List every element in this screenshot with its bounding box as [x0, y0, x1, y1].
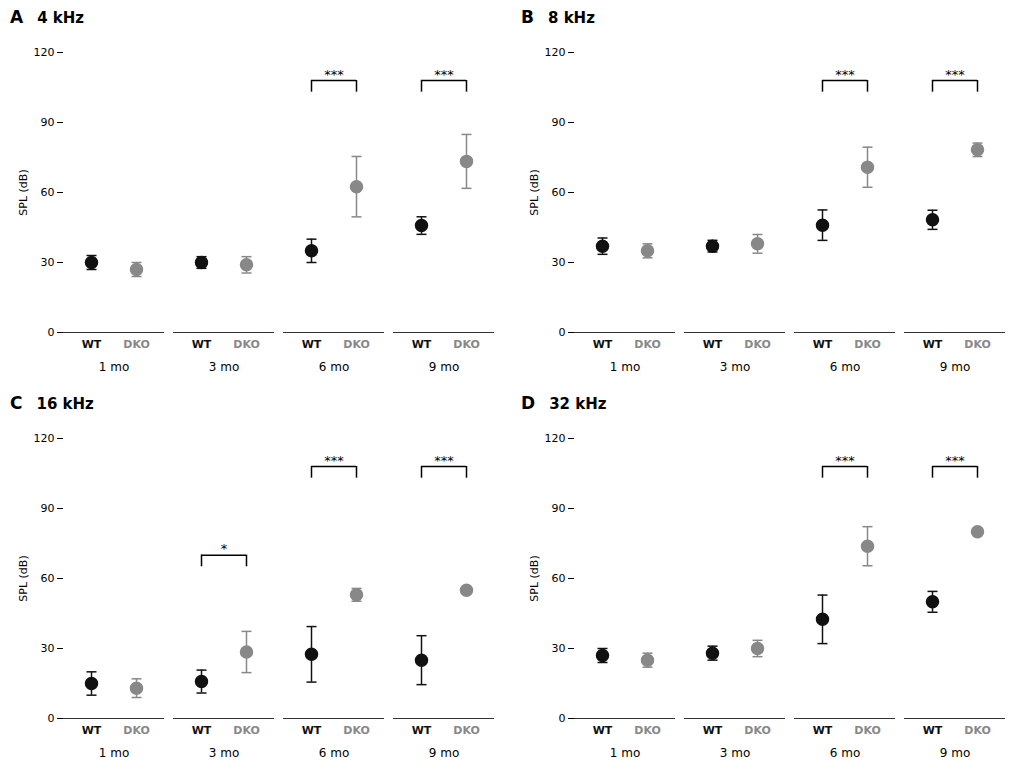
html-text:8 kHz: 8 kHz [548, 9, 595, 27]
svg-text:60: 60 [41, 572, 55, 585]
svg-text:9 mo: 9 mo [940, 746, 970, 760]
svg-text:WT: WT [302, 724, 322, 737]
svg-text:0: 0 [48, 712, 55, 725]
svg-text:WT: WT [593, 724, 613, 737]
svg-text:0: 0 [559, 326, 566, 339]
svg-text:0: 0 [559, 712, 566, 725]
svg-text:DKO: DKO [634, 338, 661, 351]
svg-text:30: 30 [41, 256, 55, 269]
svg-text:9 mo: 9 mo [429, 360, 459, 374]
svg-text:120: 120 [34, 432, 55, 445]
svg-text:WT: WT [82, 724, 102, 737]
svg-text:120: 120 [545, 46, 566, 59]
svg-text:0: 0 [48, 326, 55, 339]
svg-text:3 mo: 3 mo [720, 360, 750, 374]
svg-text:SPL (dB): SPL (dB) [528, 169, 541, 215]
html-text:C: C [10, 393, 23, 413]
svg-text:DKO: DKO [453, 724, 480, 737]
svg-text:60: 60 [552, 572, 566, 585]
svg-text:1 mo: 1 mo [99, 746, 129, 760]
svg-text:DKO: DKO [964, 338, 991, 351]
svg-text:WT: WT [923, 338, 943, 351]
svg-text:WT: WT [703, 724, 723, 737]
svg-text:***: *** [324, 453, 344, 468]
svg-text:90: 90 [41, 502, 55, 515]
svg-text:DKO: DKO [453, 338, 480, 351]
svg-text:90: 90 [41, 116, 55, 129]
svg-text:SPL (dB): SPL (dB) [17, 555, 30, 601]
svg-text:120: 120 [545, 432, 566, 445]
svg-text:9 mo: 9 mo [429, 746, 459, 760]
svg-text:WT: WT [412, 724, 432, 737]
svg-text:DKO: DKO [123, 338, 150, 351]
svg-text:***: *** [945, 453, 965, 468]
html-text:D: D [521, 393, 536, 413]
svg-text:WT: WT [593, 338, 613, 351]
svg-text:WT: WT [813, 338, 833, 351]
svg-text:WT: WT [923, 724, 943, 737]
svg-text:30: 30 [41, 642, 55, 655]
svg-text:60: 60 [552, 186, 566, 199]
svg-text:30: 30 [552, 256, 566, 269]
svg-text:WT: WT [82, 338, 102, 351]
svg-text:DKO: DKO [343, 724, 370, 737]
svg-text:6 mo: 6 mo [830, 746, 860, 760]
svg-text:3 mo: 3 mo [209, 746, 239, 760]
svg-text:30: 30 [552, 642, 566, 655]
svg-text:WT: WT [192, 724, 212, 737]
svg-text:WT: WT [813, 724, 833, 737]
svg-text:***: *** [945, 67, 965, 82]
svg-text:SPL (dB): SPL (dB) [17, 169, 30, 215]
svg-text:90: 90 [552, 502, 566, 515]
svg-text:SPL (dB): SPL (dB) [528, 555, 541, 601]
svg-text:1 mo: 1 mo [610, 746, 640, 760]
svg-text:DKO: DKO [854, 338, 881, 351]
svg-text:WT: WT [192, 338, 212, 351]
svg-text:3 mo: 3 mo [720, 746, 750, 760]
svg-text:WT: WT [412, 338, 432, 351]
svg-text:120: 120 [34, 46, 55, 59]
svg-text:***: *** [434, 453, 454, 468]
svg-text:DKO: DKO [233, 724, 260, 737]
svg-text:9 mo: 9 mo [940, 360, 970, 374]
svg-text:1 mo: 1 mo [610, 360, 640, 374]
svg-text:6 mo: 6 mo [319, 360, 349, 374]
svg-text:1 mo: 1 mo [99, 360, 129, 374]
svg-text:DKO: DKO [964, 724, 991, 737]
svg-text:DKO: DKO [123, 724, 150, 737]
svg-text:DKO: DKO [854, 724, 881, 737]
svg-text:3 mo: 3 mo [209, 360, 239, 374]
html-text:A: A [10, 7, 24, 27]
svg-text:DKO: DKO [634, 724, 661, 737]
svg-text:90: 90 [552, 116, 566, 129]
svg-text:***: *** [324, 67, 344, 82]
svg-text:WT: WT [302, 338, 322, 351]
html-text:16 kHz: 16 kHz [36, 395, 94, 413]
svg-text:60: 60 [41, 186, 55, 199]
svg-text:*: * [221, 541, 228, 556]
svg-text:6 mo: 6 mo [319, 746, 349, 760]
svg-text:6 mo: 6 mo [830, 360, 860, 374]
svg-text:DKO: DKO [744, 338, 771, 351]
svg-text:DKO: DKO [343, 338, 370, 351]
svg-text:DKO: DKO [744, 724, 771, 737]
svg-text:***: *** [835, 453, 855, 468]
svg-text:DKO: DKO [233, 338, 260, 351]
svg-text:***: *** [434, 67, 454, 82]
html-text:B: B [521, 7, 534, 27]
svg-text:WT: WT [703, 338, 723, 351]
svg-text:***: *** [835, 67, 855, 82]
html-text:4 kHz: 4 kHz [37, 9, 85, 27]
html-text:32 kHz: 32 kHz [549, 395, 607, 413]
